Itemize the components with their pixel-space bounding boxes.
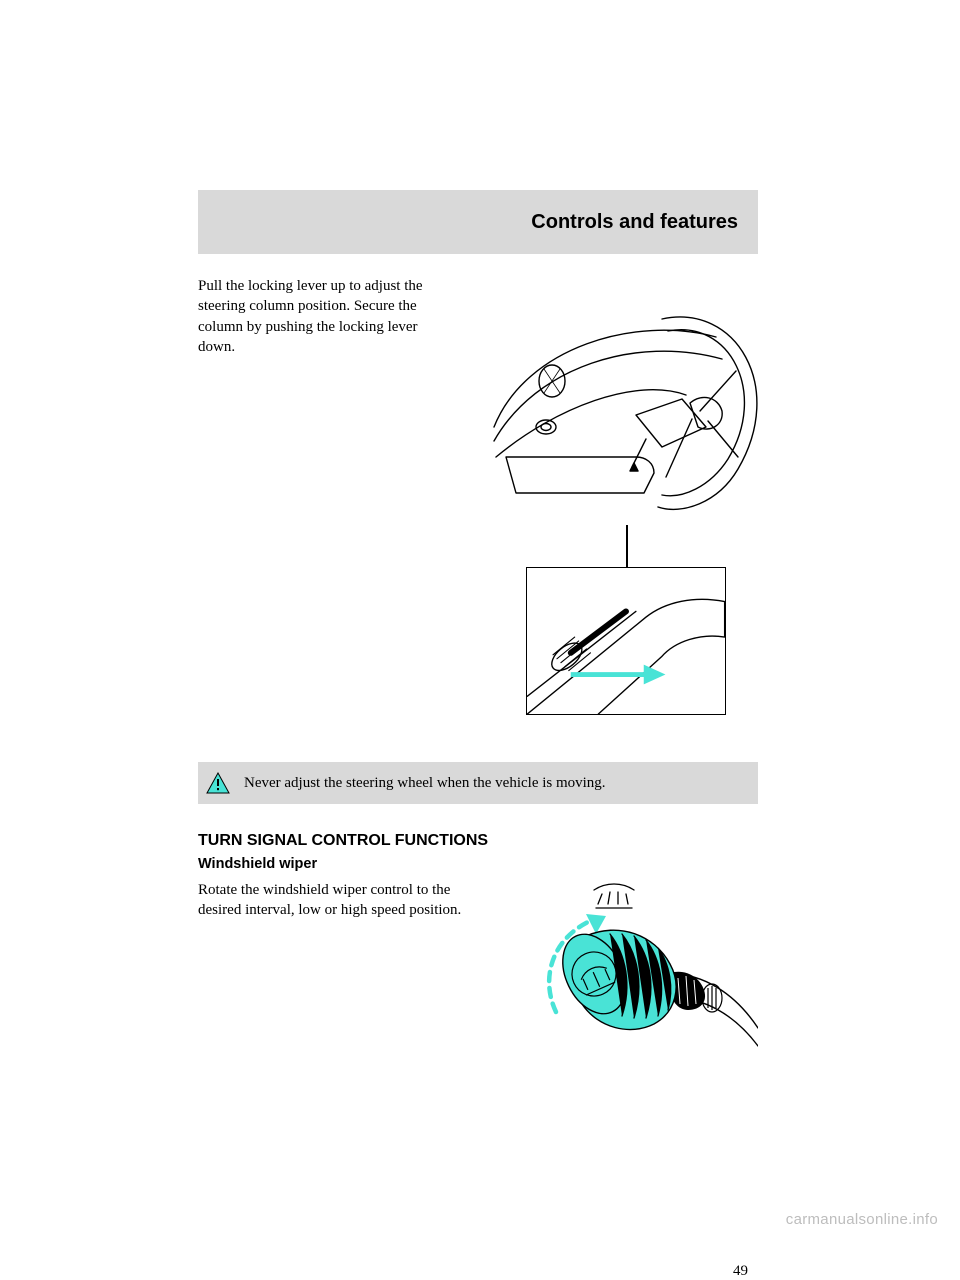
warning-callout: Never adjust the steering wheel when the… — [198, 762, 758, 804]
manual-page: Controls and features Pull the locking l… — [0, 0, 960, 1242]
wiper-control-illustration — [498, 878, 758, 1070]
callout-leader-line — [626, 525, 628, 569]
tilt-figure-area — [198, 367, 758, 368]
tilt-lead-paragraph: Pull the locking lever up to adjust the … — [198, 276, 448, 357]
section-header-band: Controls and features — [198, 190, 758, 254]
tilt-steering-illustration — [486, 307, 758, 519]
subsection-heading: Windshield wiper — [198, 856, 758, 872]
source-watermark: carmanualsonline.info — [786, 1211, 938, 1228]
warning-triangle-icon — [206, 772, 230, 794]
section-heading: TURN SIGNAL CONTROL FUNCTIONS — [198, 832, 758, 850]
wiper-body-text: Rotate the windshield wiper control to t… — [198, 880, 480, 921]
page-number: 49 — [733, 1263, 748, 1280]
content-column: Controls and features Pull the locking l… — [198, 190, 758, 1060]
warning-text: Never adjust the steering wheel when the… — [244, 775, 606, 792]
section-title: Controls and features — [531, 211, 738, 234]
tilt-lever-callout — [526, 567, 726, 715]
wiper-area: Rotate the windshield wiper control to t… — [198, 880, 758, 1060]
